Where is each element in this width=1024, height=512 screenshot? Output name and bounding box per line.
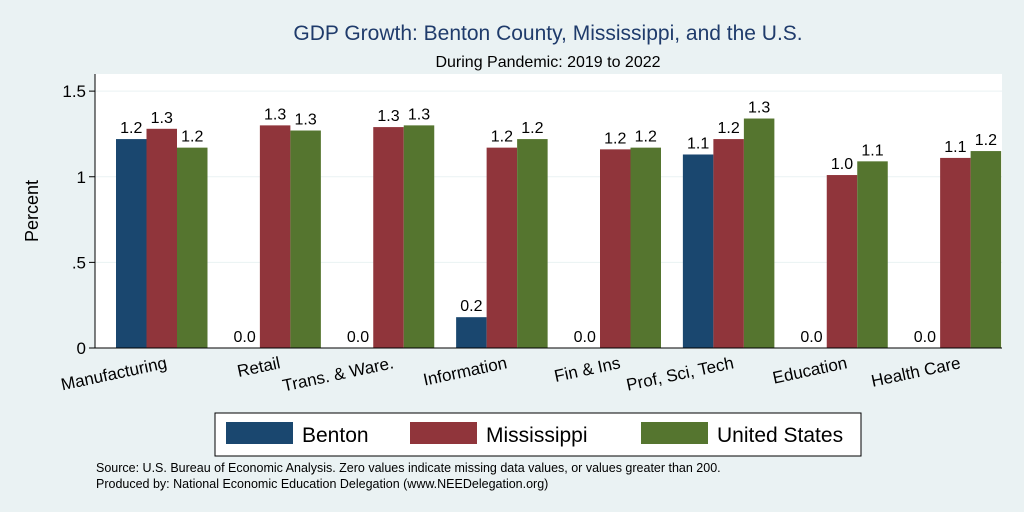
data-label: 0.0 [914,329,936,346]
bar-united-states [630,147,661,348]
legend-swatch-benton [226,422,293,444]
category-label: Fin & Ins [553,353,623,386]
data-label: 0.0 [574,329,596,346]
legend-box [214,412,862,457]
bar-benton [456,317,487,348]
chart-subtitle: During Pandemic: 2019 to 2022 [435,54,660,71]
y-tick-label: .5 [72,253,86,272]
bar-mississippi [259,125,291,348]
bar-mississippi [146,128,177,348]
legend-label-united-states: United States [717,424,843,447]
bar-united-states [177,147,208,348]
data-label: 1.1 [944,139,966,156]
bar-mississippi [940,157,971,348]
bar-benton [116,139,147,348]
data-label: 1.2 [975,132,997,149]
legend-label-mississippi: Mississippi [486,424,588,447]
data-label: 0.0 [234,329,256,346]
bar-mississippi [373,127,404,349]
data-label: 1.3 [151,110,173,127]
bars [116,118,1002,349]
data-label: 1.2 [521,120,543,137]
data-label: 1.1 [687,135,709,152]
bar-united-states [403,125,435,348]
bar-united-states [517,139,548,348]
legend-swatch-mississippi [410,422,477,444]
data-label: 1.3 [295,112,317,129]
data-label: 1.1 [861,142,883,159]
data-label: 1.2 [635,129,657,146]
category-label: Prof, Sci, Tech [625,353,736,394]
data-label: 1.2 [491,129,513,146]
category-label: Trans. & Ware. [281,353,396,395]
data-label: 1.2 [120,120,142,137]
data-label: 0.2 [460,298,482,315]
data-label: 1.2 [604,130,626,147]
data-labels: 1.2 1.3 1.2 0.0 1.3 1.3 0.0 1.3 1.3 0.2 1.2 1.2 0.0 1… [120,100,997,346]
legend: Benton Mississippi United States [214,412,862,457]
category-label: Information [422,353,509,389]
data-label: 1.3 [408,106,430,123]
y-tick-label: 1 [77,168,86,187]
chart-title: GDP Growth: Benton County, Mississippi, … [293,22,802,45]
bar-benton [682,154,714,348]
category-label: Education [771,353,849,387]
produced-by-note: Produced by: National Economic Education… [96,477,548,491]
bar-united-states [290,130,321,348]
y-tick-label: 1.5 [62,82,86,101]
y-tick-label: 0 [77,339,86,358]
legend-label-benton: Benton [302,424,369,447]
bar-united-states [743,118,775,349]
bar-united-states [857,161,888,348]
data-label: 1.3 [264,106,286,123]
source-note: Source: U.S. Bureau of Economic Analysis… [96,461,721,475]
bar-united-states [970,151,1002,348]
data-label: 0.0 [800,329,822,346]
data-label: 0.0 [347,329,369,346]
bar-mississippi [486,147,518,348]
data-label: 1.2 [718,120,740,137]
data-label: 1.0 [831,156,853,173]
category-label: Manufacturing [59,353,168,394]
data-label: 1.2 [181,129,203,146]
bar-mississippi [713,139,744,348]
data-label: 1.3 [748,100,770,117]
category-label: Health Care [870,353,963,390]
legend-swatch-united-states [641,422,708,444]
bar-mississippi [826,175,858,348]
category-label: Retail [235,353,281,381]
data-label: 1.3 [377,108,399,125]
y-axis-label: Percent [22,180,42,242]
y-axis-ticks: 0 .5 1 1.5 [62,82,95,358]
bar-mississippi [600,149,631,348]
